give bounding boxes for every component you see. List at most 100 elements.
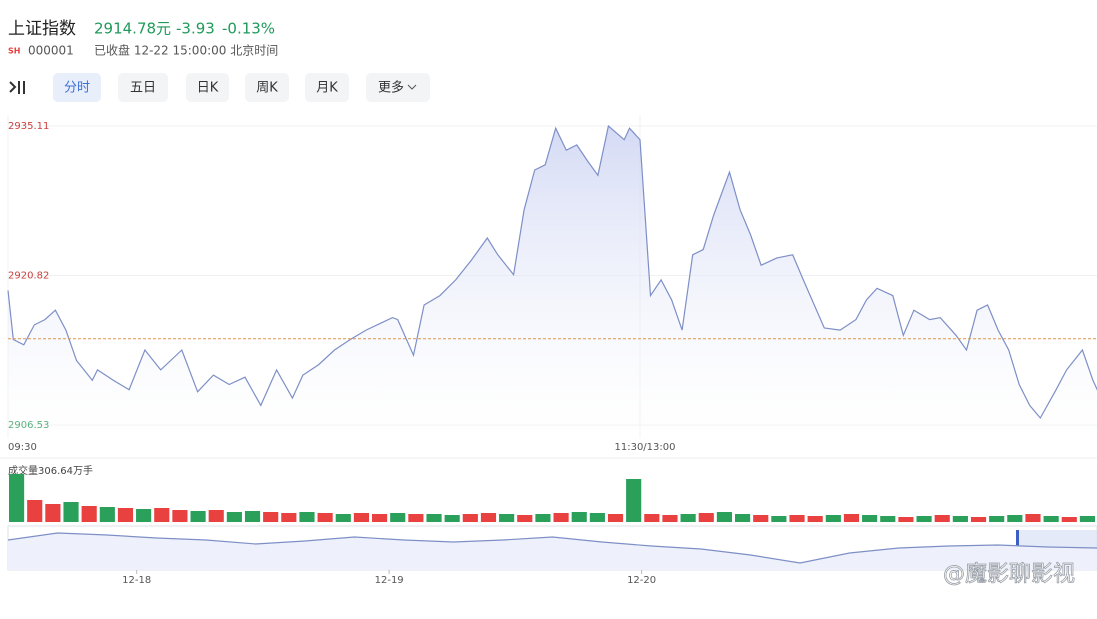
- price-line: [7, 532, 1097, 564]
- volume-bar: [263, 512, 279, 522]
- volume-bar: [317, 513, 333, 522]
- status: 已收盘 12-22 15:00:00 北京时间: [94, 43, 278, 58]
- tab[interactable]: 日K: [186, 73, 229, 102]
- tab-bg: [245, 73, 289, 102]
- volume-bar: [154, 508, 170, 522]
- volume-bar: [607, 514, 624, 522]
- market: SH: [8, 47, 20, 56]
- change: -3.93: [176, 20, 215, 38]
- tab-bg: [186, 73, 229, 102]
- volume-bar: [1079, 516, 1095, 522]
- stock-name: 上证指数: [8, 19, 76, 39]
- tab-label: 五日: [130, 81, 156, 96]
- volume-bar: [335, 514, 351, 522]
- volume-bar: [589, 513, 605, 522]
- volume-bar: [426, 514, 442, 522]
- tab[interactable]: 月K: [305, 73, 349, 102]
- volume-bar: [462, 514, 478, 522]
- change-pct: -0.13%: [222, 20, 275, 38]
- tab-bg: [366, 73, 430, 102]
- tab[interactable]: 周K: [245, 73, 289, 102]
- volume-bar: [862, 515, 878, 522]
- volume-bar: [27, 500, 43, 522]
- volume-bar: [99, 507, 115, 522]
- volume-bar: [680, 514, 696, 522]
- y-tick-label: 2920.82: [8, 271, 49, 282]
- tab-label: 更多: [378, 80, 404, 96]
- tab-bg: [118, 73, 168, 102]
- volume-bar: [662, 515, 678, 522]
- volume-bar: [517, 515, 533, 522]
- tab-label: 分时: [64, 81, 90, 96]
- volume-bar: [208, 510, 224, 522]
- plot: 2906.532920.822935.1109:3011:30/13:00成交量…: [0, 116, 1097, 587]
- volume-bar: [1025, 514, 1041, 522]
- volume-bar: [825, 515, 841, 522]
- code: 000001: [28, 44, 74, 58]
- volume-bar: [136, 509, 152, 522]
- volume-bar: [299, 512, 315, 522]
- tab[interactable]: 更多: [366, 73, 430, 102]
- volume-bar: [244, 511, 261, 522]
- volume-bar: [1007, 515, 1023, 522]
- area: [8, 533, 1097, 570]
- volume-bar: [172, 510, 188, 522]
- icon: [9, 81, 17, 93]
- volume-bar: [390, 513, 406, 522]
- volume-bar: [644, 514, 660, 522]
- tab-label: 周K: [256, 81, 278, 96]
- tab[interactable]: 分时: [53, 73, 101, 102]
- volume-title: 成交量306.64万手: [8, 464, 93, 477]
- volume-bar: [480, 513, 497, 522]
- volume-bar: [898, 517, 914, 522]
- tabs: 分时 五日 日K 周K 月K 更多: [53, 73, 430, 102]
- volume-bar: [1061, 517, 1077, 522]
- volume-bar: [226, 512, 242, 522]
- price: 2914.78元: [94, 20, 171, 38]
- navigator-handle[interactable]: [1016, 530, 1019, 560]
- volume-bar: [807, 516, 823, 522]
- volume-bar: [989, 516, 1005, 522]
- volume-bar: [353, 513, 369, 522]
- volume-bar: [1043, 516, 1059, 522]
- volume-bar: [771, 516, 787, 522]
- volume-bar: [716, 512, 732, 522]
- volume-bar: [789, 515, 805, 522]
- tab-bg: [305, 73, 349, 102]
- volume-bar: [934, 515, 950, 522]
- chevron: [407, 84, 417, 90]
- watermark: @魔影聊影视: [943, 562, 1075, 587]
- volume-bar: [444, 515, 460, 522]
- y-tick-label: 2935.11: [8, 121, 49, 132]
- volume-bar: [372, 514, 388, 522]
- volume-bar: [916, 516, 932, 522]
- x-tick-label: 12-19: [375, 575, 404, 586]
- volume-bar: [81, 506, 97, 522]
- tab-label: 月K: [316, 81, 338, 96]
- collapse-icon[interactable]: [9, 81, 25, 94]
- volume-bar: [735, 514, 751, 522]
- volume-bar: [843, 514, 860, 522]
- tab-bg: [53, 73, 101, 102]
- tab-label: 日K: [197, 81, 219, 96]
- volume-bar: [190, 511, 206, 522]
- tab[interactable]: 五日: [118, 73, 168, 102]
- x-tick-label: 12-18: [122, 575, 151, 586]
- volume-bar: [408, 514, 424, 522]
- volume-bar: [952, 516, 968, 522]
- volume-bar: [698, 513, 714, 522]
- volume-bar: [63, 502, 79, 522]
- volume-bar: [571, 512, 587, 522]
- volume-bar: [117, 508, 134, 522]
- x-tick-label: 11:30/13:00: [614, 442, 675, 453]
- price-line: [7, 124, 1097, 420]
- volume-bar: [553, 513, 569, 522]
- x-tick-label: 12-20: [627, 575, 656, 586]
- volume-bar: [9, 474, 25, 522]
- volume-bar: [626, 479, 642, 522]
- volume-bar: [880, 516, 896, 522]
- volume-bar: [499, 514, 515, 522]
- volume-bar: [535, 514, 551, 522]
- volume-bar: [45, 504, 61, 522]
